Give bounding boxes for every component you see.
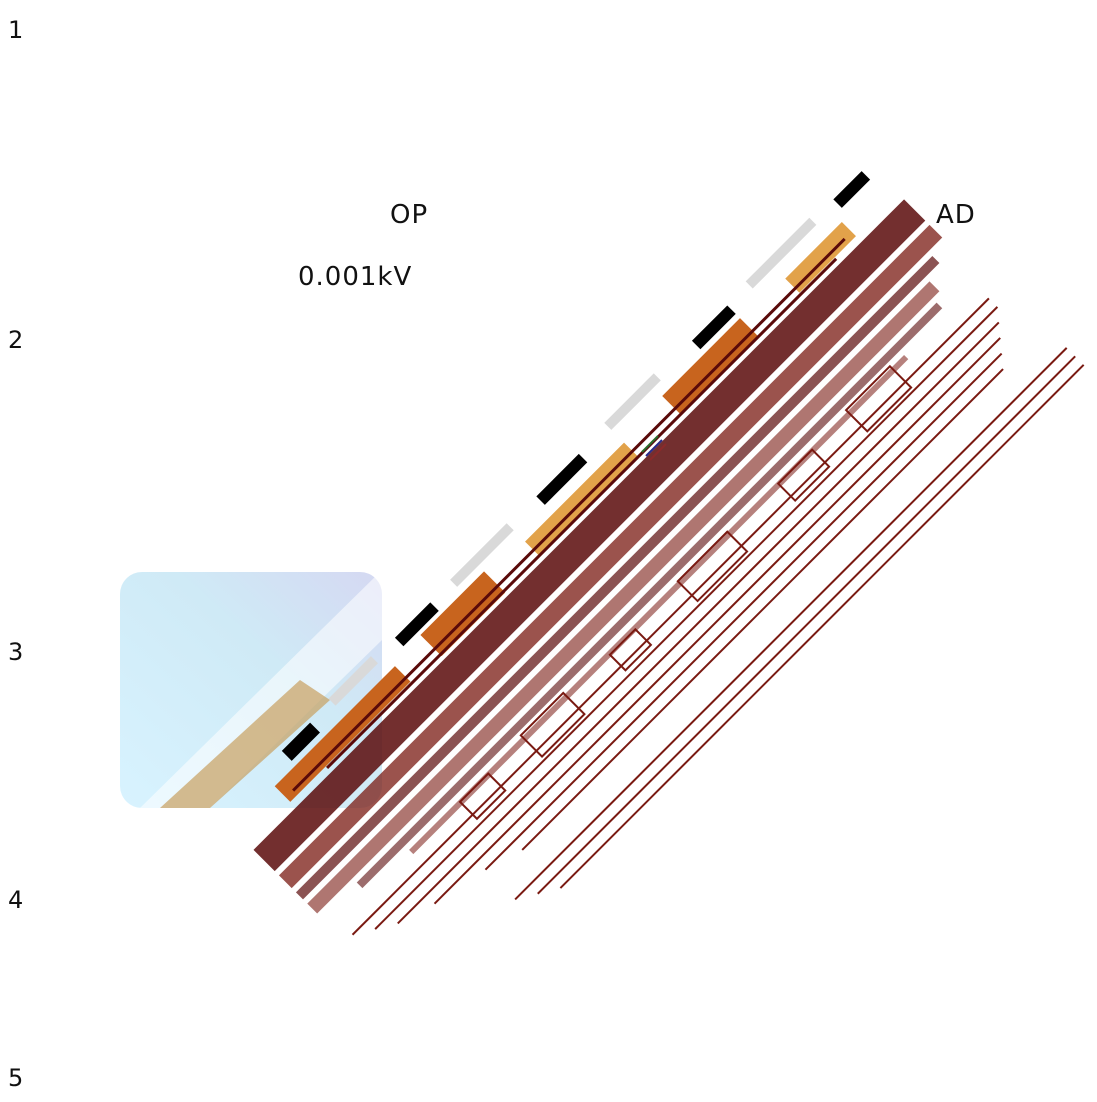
row-number-4: 4	[8, 886, 24, 914]
row-number-1: 1	[8, 16, 24, 44]
row-number-2: 2	[8, 326, 24, 354]
row-number-5: 5	[8, 1064, 24, 1092]
label-op: OP	[390, 200, 429, 230]
row-number-3: 3	[8, 638, 24, 666]
routed-band	[253, 171, 1085, 936]
color-marker	[641, 435, 667, 461]
label-ad: AD	[936, 200, 976, 230]
label-voltage: 0.001kV	[298, 262, 413, 292]
